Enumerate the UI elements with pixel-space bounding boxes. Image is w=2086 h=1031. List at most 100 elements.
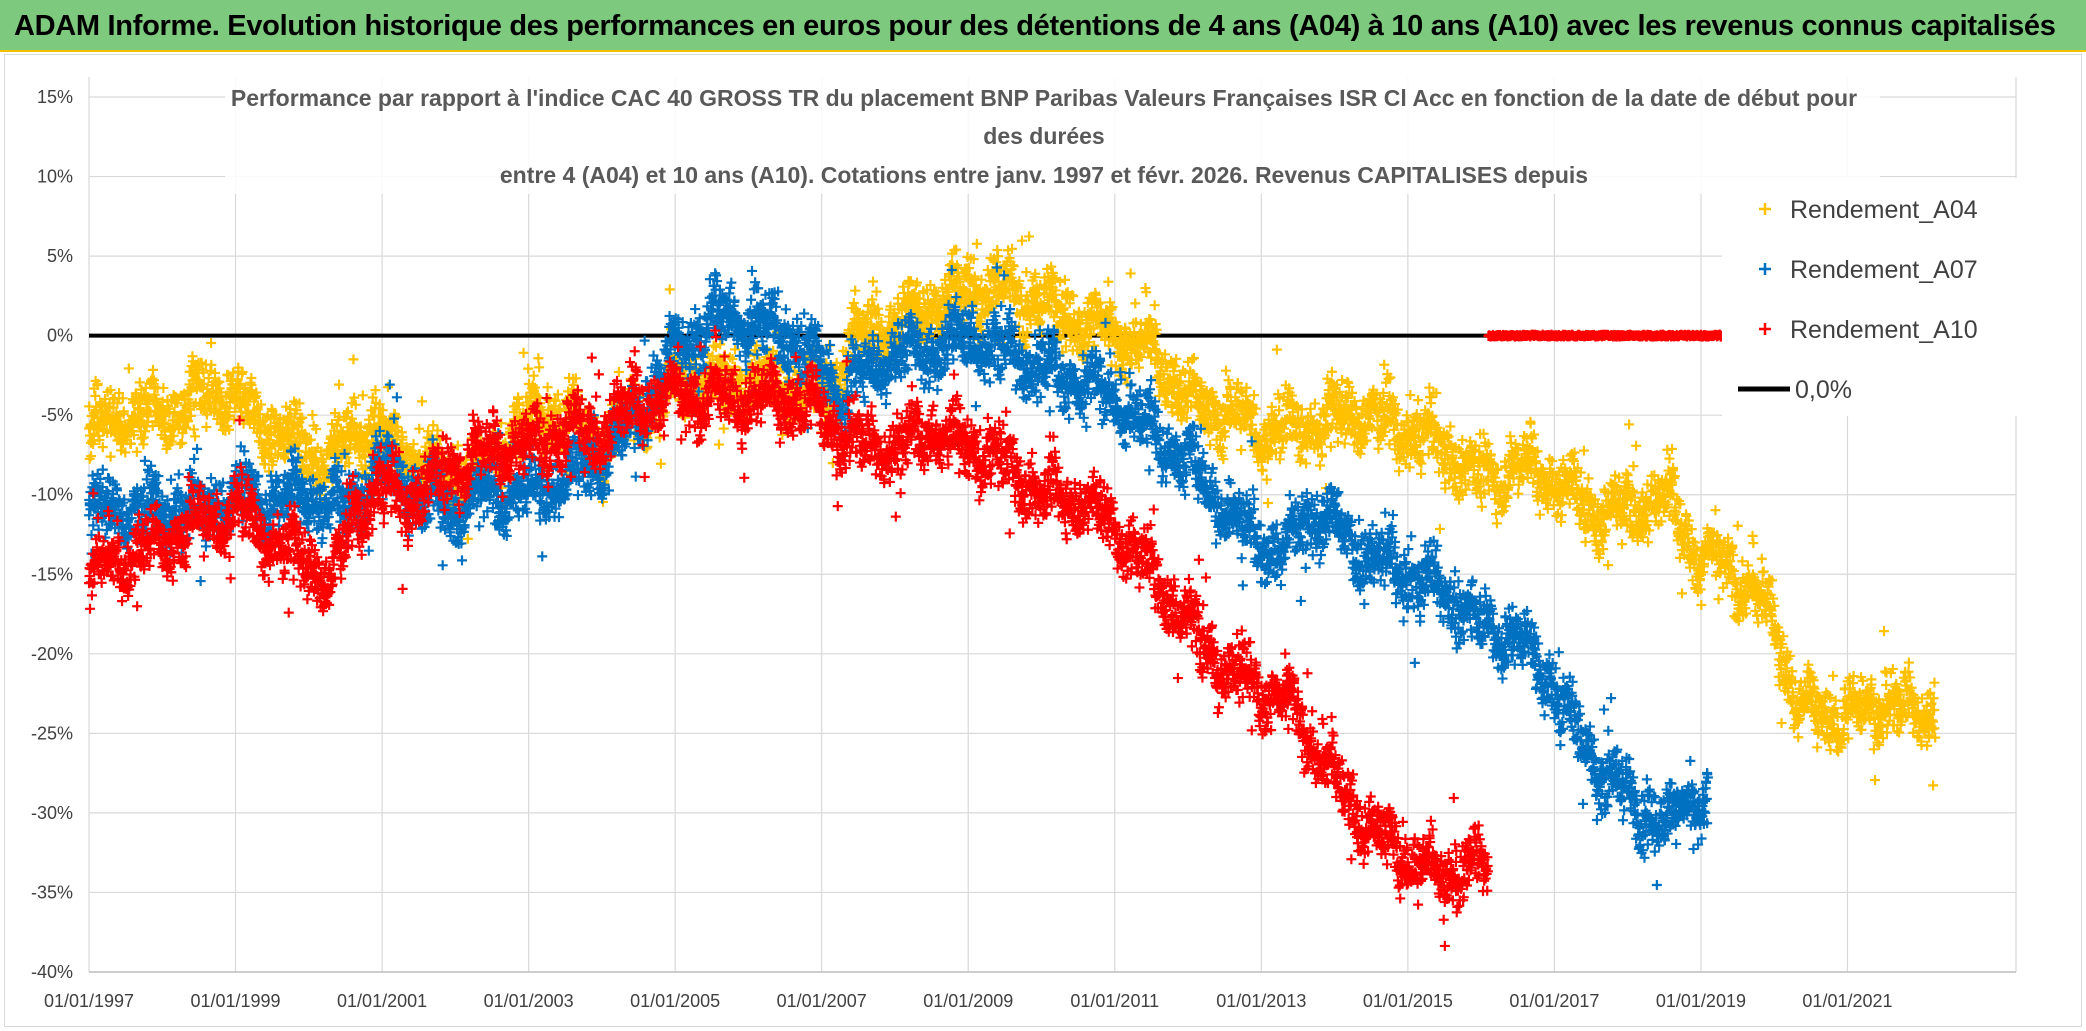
- x-tick-label: 01/01/2003: [484, 991, 574, 1011]
- point-rendement-a04: [131, 446, 142, 457]
- x-tick-label: 01/01/2001: [337, 991, 427, 1011]
- x-axis-ticks: 01/01/1997 01/01/1999 01/01/2001 01/01/2003…: [44, 991, 1893, 1011]
- point-rendement-a04: [848, 298, 859, 309]
- point-rendement-a04: [140, 426, 151, 437]
- point-rendement-a04: [1631, 440, 1642, 451]
- point-rendement-a04: [1476, 501, 1487, 512]
- point-rendement-a04: [105, 451, 116, 462]
- point-rendement-a04: [542, 382, 553, 393]
- point-rendement-a04: [868, 276, 879, 287]
- point-rendement-a04: [114, 388, 125, 399]
- point-rendement-a04: [131, 388, 142, 399]
- point-rendement-a04: [1643, 537, 1654, 548]
- point-rendement-a04: [655, 458, 666, 469]
- point-rendement-a04: [523, 363, 534, 374]
- point-rendement-a04: [1223, 375, 1234, 386]
- point-rendement-a04: [201, 421, 212, 432]
- point-rendement-a04: [1149, 300, 1160, 311]
- point-rendement-a04: [613, 366, 624, 377]
- y-tick-label: 5%: [47, 246, 73, 266]
- point-rendement-a04: [1125, 268, 1136, 279]
- point-rendement-a04: [188, 424, 199, 435]
- point-rendement-a04: [1249, 390, 1259, 401]
- y-tick-label: -15%: [31, 564, 73, 584]
- point-rendement-a04: [1316, 451, 1327, 462]
- point-rendement-a04: [1603, 560, 1614, 571]
- point-rendement-a04: [1676, 588, 1687, 599]
- point-rendement-a04: [416, 396, 427, 407]
- y-tick-label: 15%: [37, 87, 73, 107]
- point-rendement-a04: [1271, 344, 1282, 355]
- point-rendement-a04: [1491, 518, 1502, 529]
- point-rendement-a04: [175, 438, 186, 449]
- point-rendement-a04: [1434, 523, 1445, 534]
- x-tick-label: 01/01/2011: [1070, 991, 1159, 1011]
- point-rendement-a04: [1667, 443, 1678, 454]
- point-rendement-a04: [177, 437, 188, 448]
- point-rendement-a04: [1534, 509, 1545, 520]
- point-rendement-a04: [1416, 468, 1427, 479]
- point-rendement-a04: [1373, 443, 1384, 454]
- point-rendement-a04: [1325, 441, 1336, 452]
- point-rendement-a04: [334, 379, 345, 390]
- y-tick-label: -5%: [41, 405, 73, 425]
- point-rendement-a04: [1628, 461, 1639, 472]
- point-rendement-a04: [112, 398, 123, 409]
- point-rendement-a04: [1624, 419, 1635, 430]
- point-rendement-a04: [206, 337, 217, 348]
- point-rendement-a04: [1379, 359, 1390, 370]
- point-rendement-a04: [1583, 473, 1594, 484]
- page-title: ADAM Informe. Evolution historique des p…: [14, 10, 2056, 42]
- x-tick-label: 01/01/2009: [923, 991, 1013, 1011]
- point-rendement-a04: [664, 284, 675, 295]
- point-rendement-a04: [1413, 395, 1424, 406]
- point-rendement-a04: [158, 382, 169, 393]
- data-points: [84, 231, 1941, 951]
- x-tick-label: 01/01/1997: [44, 991, 134, 1011]
- point-rendement-a04: [118, 406, 129, 417]
- y-tick-label: -25%: [31, 723, 73, 743]
- y-tick-label: -40%: [31, 962, 73, 982]
- header-bar: ADAM Informe. Evolution historique des p…: [0, 0, 2086, 52]
- point-rendement-a04: [97, 442, 108, 453]
- point-rendement-a04: [1617, 539, 1628, 550]
- x-tick-label: 01/01/2013: [1216, 991, 1306, 1011]
- x-tick-label: 01/01/2015: [1363, 991, 1453, 1011]
- x-tick-label: 01/01/2017: [1509, 991, 1599, 1011]
- point-rendement-a04: [92, 378, 103, 389]
- point-rendement-a04: [94, 435, 105, 446]
- point-rendement-a04: [1059, 274, 1070, 285]
- point-rendement-a04: [518, 347, 529, 358]
- y-tick-label: -35%: [31, 882, 73, 902]
- point-rendement-a04: [414, 423, 425, 434]
- y-tick-label: -30%: [31, 803, 73, 823]
- point-rendement-a04: [1262, 497, 1273, 508]
- point-rendement-a04: [1457, 434, 1468, 445]
- point-rendement-a04: [113, 410, 124, 421]
- x-tick-label: 01/01/2005: [630, 991, 720, 1011]
- point-rendement-a04: [1513, 488, 1524, 499]
- point-rendement-a04: [1564, 498, 1575, 509]
- point-rendement-a04: [850, 285, 861, 296]
- point-rendement-a04: [1257, 465, 1268, 476]
- point-rendement-a04: [190, 431, 201, 442]
- point-rendement-a04: [1221, 365, 1231, 376]
- x-tick-label: 01/01/2019: [1656, 991, 1746, 1011]
- point-rendement-a04: [534, 362, 545, 373]
- point-rendement-a04: [1339, 438, 1350, 449]
- point-rendement-a04: [713, 439, 724, 450]
- y-tick-label: -20%: [31, 644, 73, 664]
- point-rendement-a04: [117, 393, 128, 404]
- point-rendement-a04: [1103, 276, 1114, 287]
- point-rendement-a04: [1320, 410, 1331, 421]
- point-rendement-a04: [1261, 474, 1272, 485]
- point-rendement-a04: [1332, 436, 1343, 447]
- point-rendement-a04: [246, 372, 257, 383]
- point-rendement-a04: [1405, 390, 1416, 401]
- point-rendement-a04: [125, 438, 136, 449]
- y-axis-ticks: 15%10%5%0%-5%-10%-15%-20%-25%-30%-35%-40…: [31, 87, 73, 982]
- point-rendement-a04: [90, 390, 101, 401]
- point-rendement-a04: [971, 238, 982, 249]
- point-rendement-a04: [357, 390, 368, 401]
